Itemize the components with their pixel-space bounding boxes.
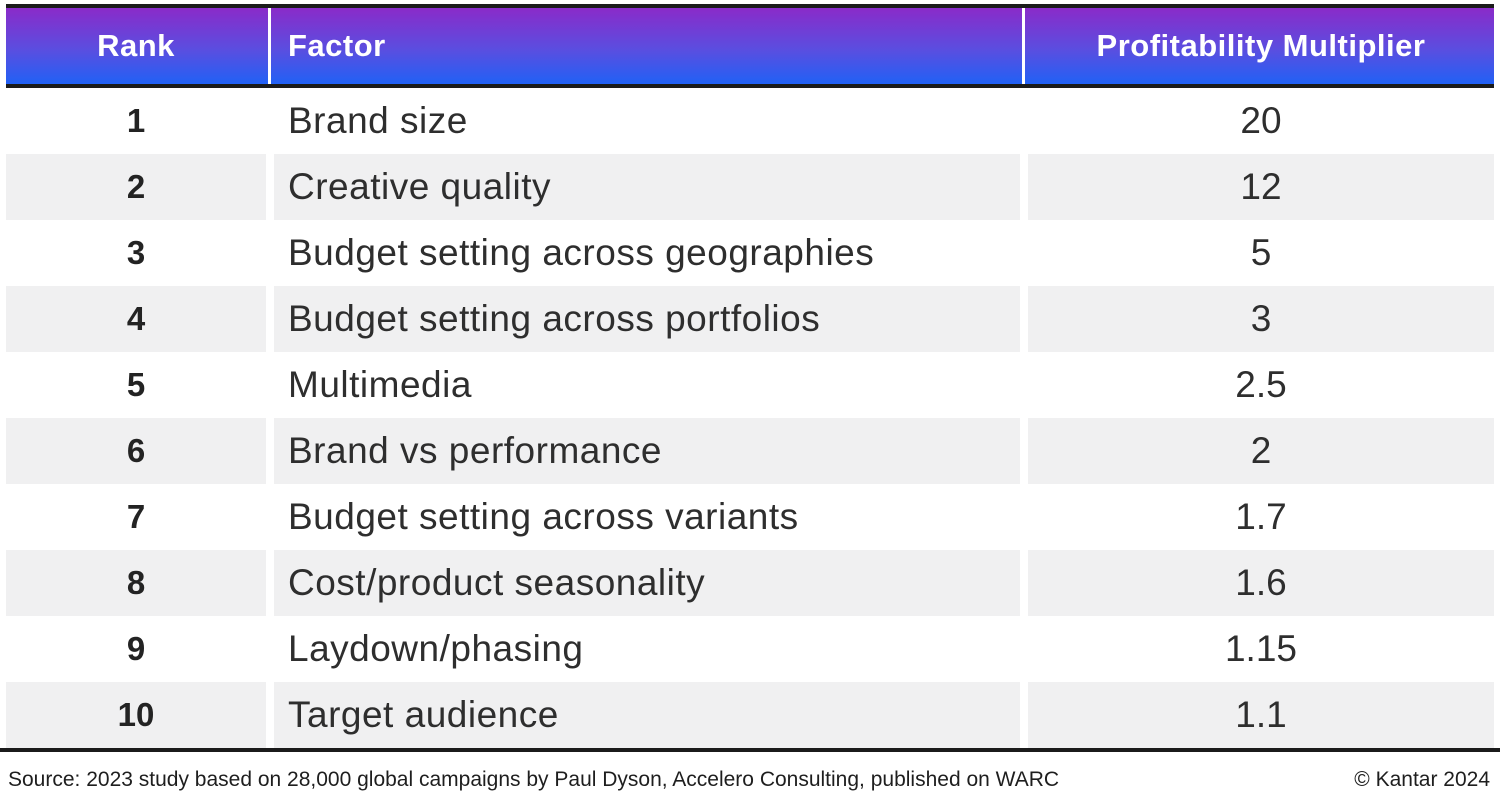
table-row: 5 Multimedia 2.5 xyxy=(6,352,1494,418)
rank-cell: 7 xyxy=(126,498,146,535)
multiplier-cell: 2 xyxy=(1028,418,1494,484)
multiplier-cell: 5 xyxy=(1250,232,1272,273)
table-row: 7 Budget setting across variants 1.7 xyxy=(6,484,1494,550)
multiplier-cell: 12 xyxy=(1028,154,1494,220)
rank-cell: 10 xyxy=(6,682,266,748)
table-row: 10 Target audience 1.1 xyxy=(6,682,1494,748)
table-row: 9 Laydown/phasing 1.15 xyxy=(6,616,1494,682)
source-note: Source: 2023 study based on 28,000 globa… xyxy=(8,768,1060,791)
multiplier-cell: 1.6 xyxy=(1028,550,1494,616)
table-row: 6 Brand vs performance 2 xyxy=(6,418,1494,484)
table-bottom-border xyxy=(0,748,1500,752)
table-row: 8 Cost/product seasonality 1.6 xyxy=(6,550,1494,616)
factor-cell: Budget setting across geographies xyxy=(288,232,875,273)
table-row: 4 Budget setting across portfolios 3 xyxy=(6,286,1494,352)
header-column-divider xyxy=(1022,8,1025,84)
multiplier-cell: 2.5 xyxy=(1235,364,1287,405)
factor-cell: Budget setting across portfolios xyxy=(274,286,1020,352)
multiplier-cell: 20 xyxy=(1240,100,1282,141)
rank-cell: 6 xyxy=(6,418,266,484)
table-row: 3 Budget setting across geographies 5 xyxy=(6,220,1494,286)
multiplier-cell: 1.15 xyxy=(1224,628,1297,669)
header-column-divider xyxy=(268,8,271,84)
factor-cell: Creative quality xyxy=(274,154,1020,220)
column-header-profitability-multiplier: Profitability Multiplier xyxy=(1096,28,1426,63)
multiplier-cell: 1.1 xyxy=(1028,682,1494,748)
footer: Source: 2023 study based on 28,000 globa… xyxy=(0,752,1500,792)
rank-cell: 4 xyxy=(6,286,266,352)
table-header-row: Rank Factor Profitability Multiplier xyxy=(6,4,1494,88)
rank-cell: 9 xyxy=(126,630,146,667)
factor-cell: Target audience xyxy=(274,682,1020,748)
factor-cell: Budget setting across variants xyxy=(288,496,799,537)
rank-cell: 3 xyxy=(126,234,146,271)
rank-cell: 2 xyxy=(6,154,266,220)
multiplier-cell: 1.7 xyxy=(1235,496,1287,537)
factor-cell: Brand size xyxy=(288,100,468,141)
factor-cell: Brand vs performance xyxy=(274,418,1020,484)
rank-cell: 5 xyxy=(126,366,146,403)
table-row: 1 Brand size 20 xyxy=(6,88,1494,154)
table-body: 1 Brand size 20 2 Creative quality 12 3 … xyxy=(6,88,1494,748)
column-header-rank: Rank xyxy=(97,28,175,63)
copyright-attribution: © Kantar 2024 xyxy=(1354,768,1490,791)
table-row: 2 Creative quality 12 xyxy=(6,154,1494,220)
rank-cell: 8 xyxy=(6,550,266,616)
factor-cell: Laydown/phasing xyxy=(288,628,584,669)
rank-cell: 1 xyxy=(126,102,146,139)
profitability-table: Rank Factor Profitability Multiplier 1 B… xyxy=(6,4,1494,748)
factor-cell: Cost/product seasonality xyxy=(274,550,1020,616)
column-header-factor: Factor xyxy=(288,28,386,63)
multiplier-cell: 3 xyxy=(1028,286,1494,352)
factor-cell: Multimedia xyxy=(288,364,472,405)
